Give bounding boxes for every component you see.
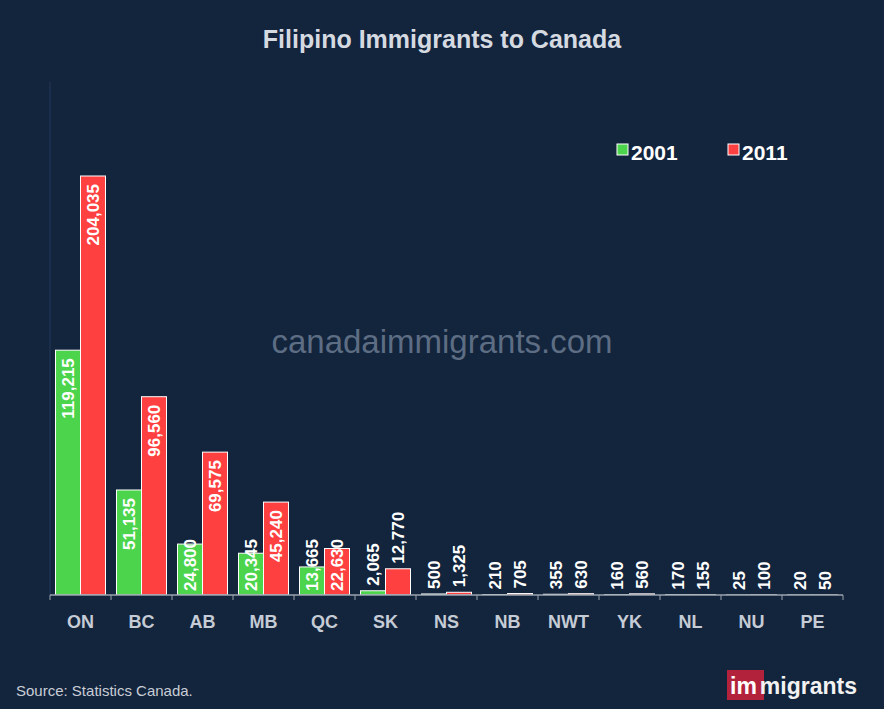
x-tick <box>416 595 417 600</box>
x-tick-label: PE <box>800 612 824 632</box>
bar <box>203 452 228 595</box>
x-tick-label: ON <box>67 612 94 632</box>
bar <box>386 569 411 595</box>
x-tick-label: NL <box>679 612 703 632</box>
x-tick-label: YK <box>617 612 642 632</box>
x-tick <box>599 595 600 600</box>
x-tick <box>50 595 51 600</box>
data-label: 204,035 <box>84 184 103 245</box>
x-tick-label: SK <box>373 612 398 632</box>
logo: immigrants <box>730 673 857 699</box>
bar <box>117 490 142 595</box>
data-label: 51,135 <box>120 498 139 550</box>
data-label: 160 <box>608 561 627 589</box>
source: Source: Statistics Canada. <box>16 682 193 699</box>
data-label: 355 <box>547 561 566 589</box>
bars <box>56 176 838 595</box>
data-label: 705 <box>511 560 530 588</box>
x-tick-label: QC <box>311 612 338 632</box>
x-tick <box>538 595 539 600</box>
legend-swatch <box>728 144 739 155</box>
x-tick <box>172 595 173 600</box>
data-label: 96,560 <box>145 405 164 457</box>
background <box>0 0 884 709</box>
data-label: 2,065 <box>364 543 383 586</box>
bar <box>81 176 106 595</box>
chart: Filipino Immigrants to Canada canadaimmig… <box>0 0 884 709</box>
x-tick <box>660 595 661 600</box>
y-axis-line <box>50 82 51 595</box>
legend-label: 2011 <box>742 141 788 164</box>
data-label: 100 <box>755 561 774 589</box>
x-tick-label: NB <box>495 612 521 632</box>
data-label: 50 <box>816 571 835 590</box>
x-tick-label: BC <box>129 612 155 632</box>
bar <box>142 397 167 595</box>
x-tick <box>477 595 478 600</box>
x-tick <box>294 595 295 600</box>
x-tick <box>111 595 112 600</box>
x-tick <box>721 595 722 600</box>
data-label: 630 <box>572 560 591 588</box>
x-tick <box>233 595 234 600</box>
bar <box>264 502 289 595</box>
bar <box>56 350 81 595</box>
data-label: 45,240 <box>267 510 286 562</box>
data-label: 210 <box>486 561 505 589</box>
data-label: 25 <box>730 571 749 590</box>
data-label: 170 <box>669 561 688 589</box>
data-label: 22,630 <box>328 539 347 591</box>
x-tick-label: NU <box>739 612 765 632</box>
x-tick <box>843 595 844 600</box>
data-label: 24,800 <box>181 539 200 591</box>
data-label: 560 <box>633 560 652 588</box>
title: Filipino Immigrants to Canada <box>263 25 622 53</box>
data-labels: 119,215 204,035 51,135 96,560 24,800 69,575 20… <box>59 184 835 591</box>
logo-box <box>727 670 764 700</box>
data-label: 155 <box>694 561 713 589</box>
data-label: 20 <box>791 571 810 590</box>
logo-part: migrants <box>760 673 857 699</box>
x-tick-label: MB <box>250 612 278 632</box>
data-label: 69,575 <box>206 460 225 512</box>
data-label: 12,770 <box>389 512 408 564</box>
logo-part: im <box>730 673 757 699</box>
x-tick-label: AB <box>190 612 216 632</box>
data-label: 20,345 <box>242 539 261 591</box>
x-tick <box>355 595 356 600</box>
data-label: 119,215 <box>59 358 78 419</box>
x-tick-label: NS <box>434 612 459 632</box>
legend-label: 2001 <box>631 141 678 164</box>
x-axis-line <box>50 594 843 596</box>
x-tick-label: NWT <box>548 612 589 632</box>
data-label: 500 <box>425 561 444 589</box>
legend-swatch <box>617 144 628 155</box>
data-label: 13,665 <box>303 539 322 591</box>
watermark: canadaimmigrants.com <box>271 323 612 360</box>
data-label: 1,325 <box>450 545 469 588</box>
x-tick <box>782 595 783 600</box>
